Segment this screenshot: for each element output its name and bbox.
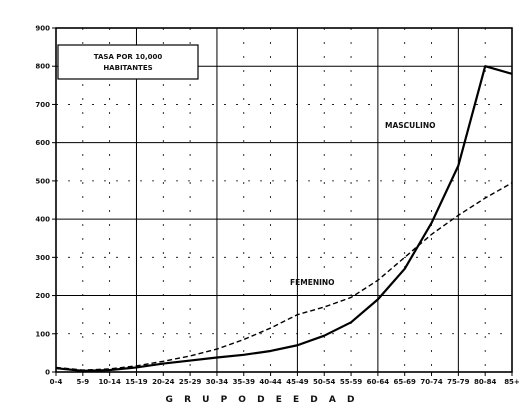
y-tick-label: 100 bbox=[35, 330, 50, 338]
series-label-masculino: MASCULINO bbox=[385, 121, 436, 130]
x-tick-label: 25-29 bbox=[179, 378, 202, 386]
legend: TASA POR 10,000 HABITANTES bbox=[57, 44, 199, 80]
x-tick-label: 10-14 bbox=[98, 378, 121, 386]
y-tick-label: 500 bbox=[35, 177, 50, 185]
series-group bbox=[55, 65, 513, 372]
x-tick-label: 30-34 bbox=[206, 378, 229, 386]
x-tick-label: 20-24 bbox=[152, 378, 175, 386]
series-line-masculino bbox=[55, 65, 513, 372]
y-tick-label: 300 bbox=[35, 254, 50, 262]
y-tick-label: 400 bbox=[35, 216, 50, 224]
legend-box bbox=[57, 44, 199, 80]
x-tick-label: 45-49 bbox=[286, 378, 309, 386]
legend-line-2: HABITANTES bbox=[103, 64, 152, 72]
plot-frame bbox=[55, 27, 513, 373]
y-tick-label: 0 bbox=[45, 369, 50, 377]
x-axis-ticks: 0-4 5-9 10-14 15-19 20-24 25-29 30-34 35-39 40-4… bbox=[50, 372, 519, 386]
y-tick-label: 800 bbox=[35, 63, 50, 71]
y-tick-label: 200 bbox=[35, 292, 50, 300]
x-tick-label: 75-79 bbox=[447, 378, 470, 386]
y-axis-ticks: 0 100 200 300 400 500 600 700 800 900 bbox=[35, 25, 56, 377]
x-tick-label: 40-44 bbox=[259, 378, 282, 386]
y-tick-label: 900 bbox=[35, 25, 50, 33]
x-tick-label: 60-64 bbox=[367, 378, 390, 386]
plot-area-border bbox=[55, 27, 513, 373]
x-tick-label: 80-84 bbox=[474, 378, 497, 386]
x-tick-label: 55-59 bbox=[340, 378, 363, 386]
series-line-femenino bbox=[55, 182, 513, 371]
y-tick-label: 700 bbox=[35, 101, 50, 109]
legend-line-1: TASA POR 10,000 bbox=[94, 53, 163, 61]
x-tick-label: 5-9 bbox=[76, 378, 89, 386]
x-tick-label: 70-74 bbox=[420, 378, 443, 386]
x-axis-title: G R U P O D E E D A D bbox=[166, 395, 359, 405]
x-tick-label: 65-69 bbox=[394, 378, 417, 386]
x-tick-label: 85+ bbox=[504, 378, 519, 386]
series-label-femenino: FEMENINO bbox=[290, 278, 335, 287]
y-tick-label: 600 bbox=[35, 139, 50, 147]
x-tick-label: 0-4 bbox=[50, 378, 63, 386]
x-tick-label: 50-54 bbox=[313, 378, 336, 386]
x-tick-label: 35-39 bbox=[233, 378, 256, 386]
x-tick-label: 15-19 bbox=[125, 378, 148, 386]
